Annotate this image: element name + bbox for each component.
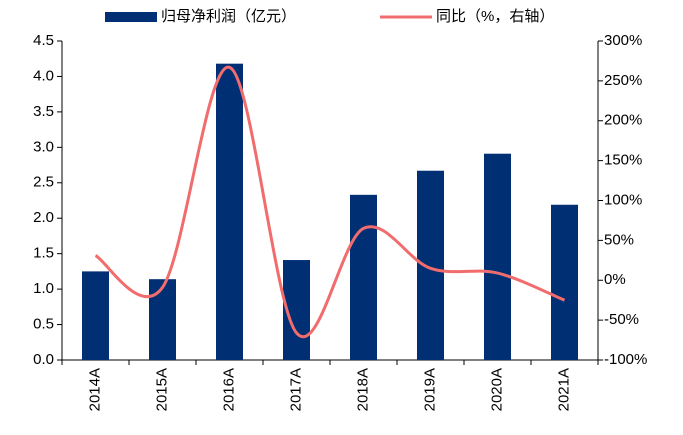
y2-tick-label: 150% (604, 152, 642, 169)
y-tick-label: 2.0 (33, 209, 54, 226)
legend-label: 同比（%，右轴） (436, 8, 554, 25)
x-tick-label: 2017A (287, 368, 304, 411)
y-tick-label: 4.0 (33, 67, 54, 84)
y2-tick-label: 250% (604, 72, 642, 89)
y-tick-label: 4.5 (33, 32, 54, 49)
line (94, 65, 566, 338)
bar (417, 170, 444, 360)
y-tick-label: 1.0 (33, 280, 54, 297)
bar (350, 194, 377, 360)
y-tick-label: 0.5 (33, 316, 54, 333)
x-tick-label: 2019A (421, 368, 438, 411)
y2-tick-label: -100% (604, 351, 647, 368)
legend-swatch (105, 12, 157, 22)
x-tick-label: 2018A (354, 368, 371, 411)
y-tick-label: 2.5 (33, 174, 54, 191)
y2-tick-label: -50% (604, 311, 639, 328)
legend-label: 归母净利润（亿元） (161, 8, 296, 25)
x-tick-label: 2015A (153, 368, 170, 411)
bar (216, 63, 243, 360)
bar (149, 279, 176, 360)
y-tick-label: 3.5 (33, 103, 54, 120)
x-tick-label: 2014A (86, 368, 103, 411)
y-tick-label: 3.0 (33, 138, 54, 155)
y2-tick-label: 200% (604, 112, 642, 129)
y2-tick-label: 50% (604, 231, 634, 248)
y-tick-label: 0.0 (33, 351, 54, 368)
y2-tick-label: 100% (604, 191, 642, 208)
x-tick-label: 2020A (488, 368, 505, 411)
y-tick-label: 1.5 (33, 245, 54, 262)
y2-tick-label: 0% (604, 271, 626, 288)
x-tick-label: 2016A (220, 368, 237, 411)
bar (484, 153, 511, 360)
x-tick-label: 2021A (555, 368, 572, 411)
y2-tick-label: 300% (604, 32, 642, 49)
bar (551, 204, 578, 360)
bar (82, 271, 109, 360)
